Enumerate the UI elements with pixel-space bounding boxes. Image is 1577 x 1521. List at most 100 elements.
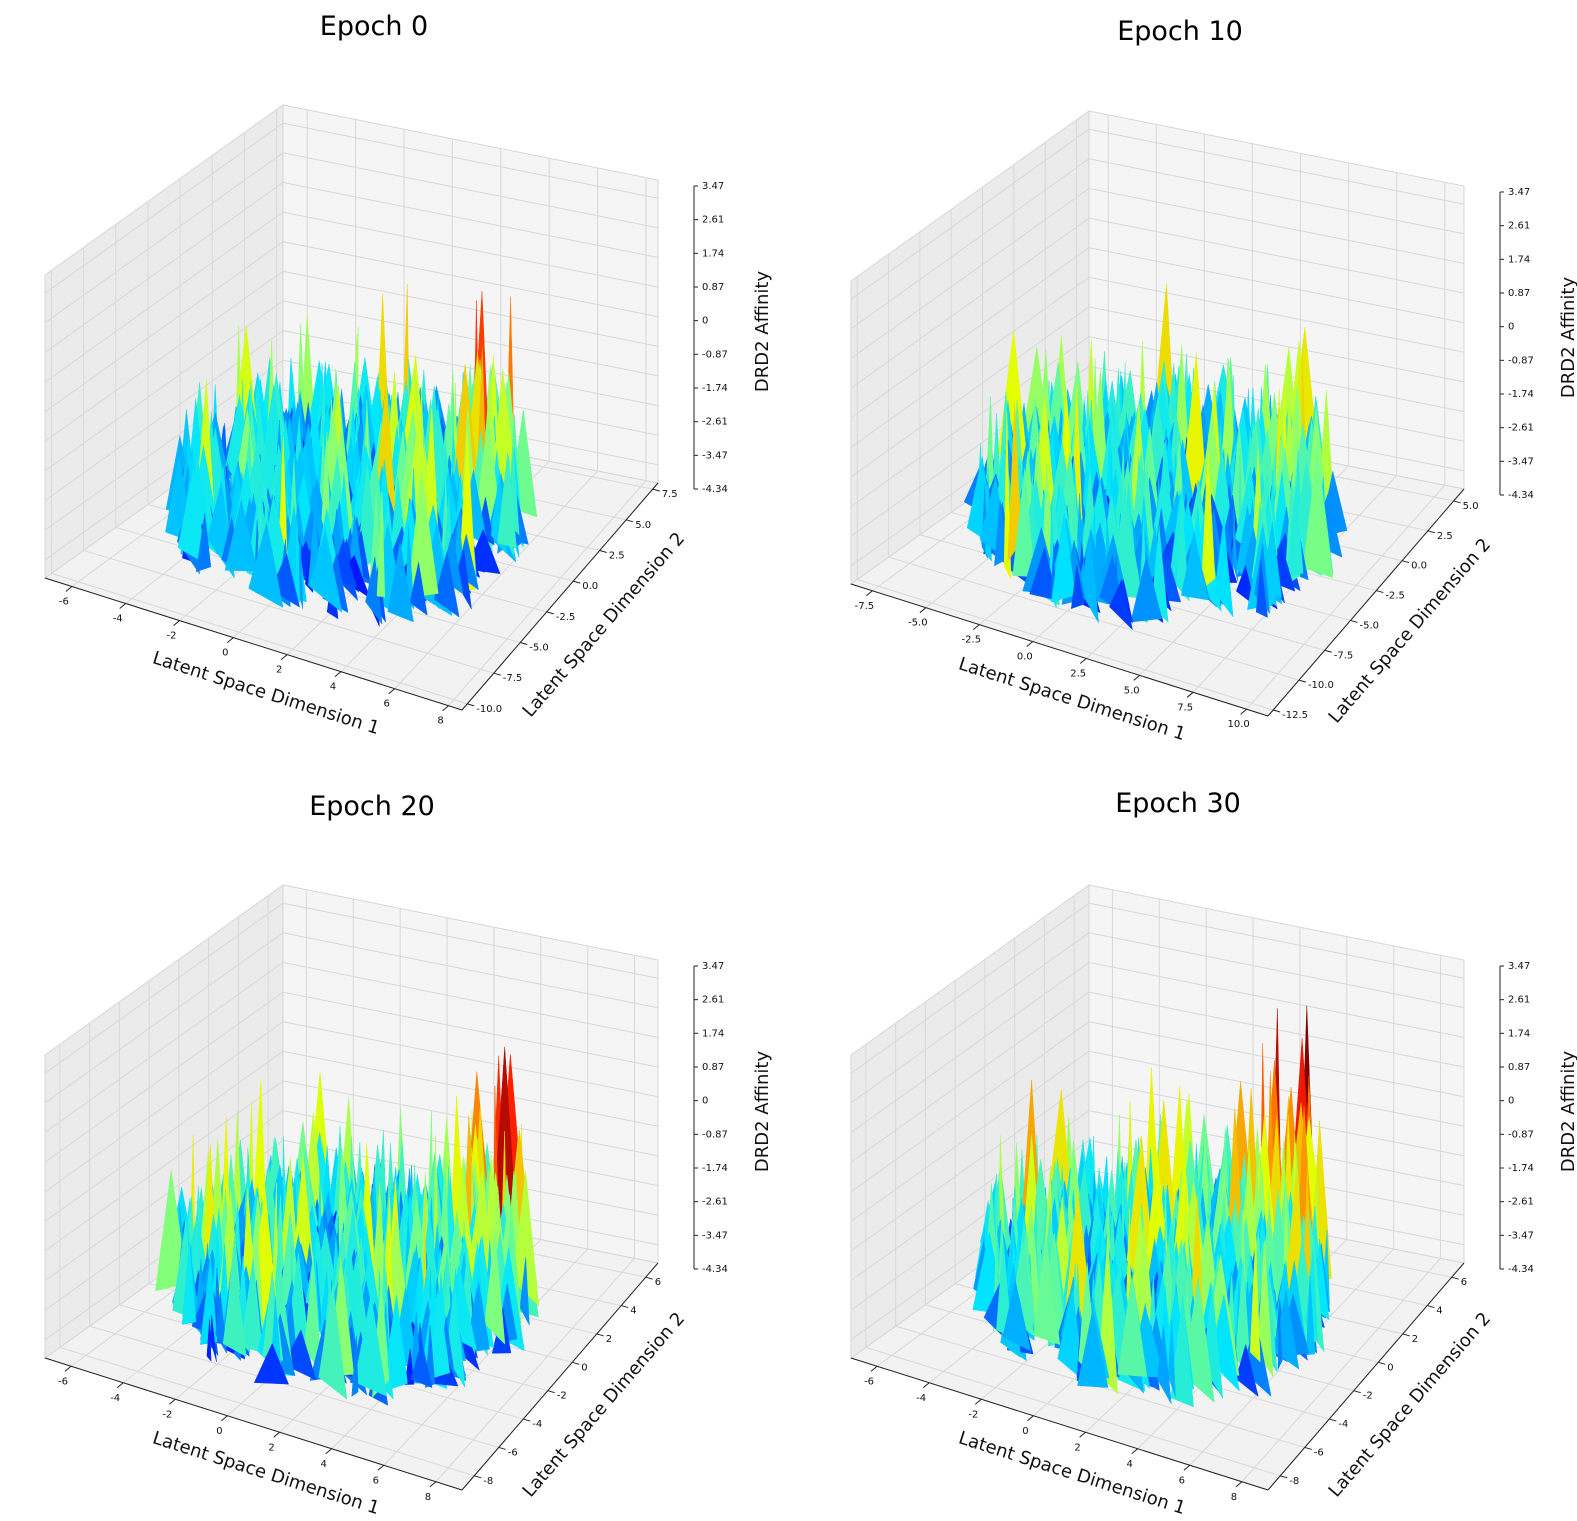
surface-facet [433, 551, 460, 618]
affinity-surface [155, 1046, 540, 1406]
surface-facet [309, 529, 343, 613]
z-tick-label: 3.47 [702, 181, 724, 192]
panel-title: Epoch 30 [1115, 788, 1241, 819]
y-tick-label: -12.5 [1282, 710, 1308, 721]
y-tick-label: -2 [557, 1391, 567, 1402]
z-tick-label: -2.61 [1508, 423, 1534, 434]
surface-facet [1235, 1343, 1259, 1398]
y-tick-label: 0.0 [582, 581, 598, 592]
z-tick-label: -4.34 [1508, 490, 1534, 501]
y-tick-label: 2 [606, 1334, 612, 1345]
y-tick-label: -10.0 [1308, 680, 1334, 691]
surface-facet [409, 562, 428, 616]
y-tick-label: -4 [1338, 1419, 1348, 1430]
surface-facet [1181, 532, 1209, 601]
z-tick-label: -0.87 [702, 349, 728, 360]
panel-title: Epoch 0 [320, 11, 428, 42]
panel-title: Epoch 20 [309, 791, 435, 822]
surface-facet [1232, 509, 1239, 582]
surface-facet [222, 1255, 247, 1358]
x-tick-label: 2 [276, 665, 282, 676]
surface-facet [1286, 486, 1304, 578]
z-tick-label: -2.61 [1508, 1197, 1534, 1208]
surface-facet [1306, 1275, 1316, 1356]
y-tick-label: -6 [1314, 1447, 1324, 1458]
surface-facet [1050, 513, 1076, 603]
surface-facet [497, 453, 517, 548]
surface-facet [224, 499, 258, 572]
z-tick-label: 2.61 [1508, 995, 1530, 1006]
x-tick-label: 2 [268, 1442, 274, 1453]
y-tick-label: 2.5 [1437, 531, 1453, 542]
z-tick-label: 0 [702, 316, 708, 327]
surface-facet [195, 513, 212, 573]
z-tick-label: 0.87 [702, 282, 724, 293]
z-tick-label: -2.61 [702, 1197, 728, 1208]
z-tick-label: 0 [702, 1096, 708, 1107]
y-tick-label: 0.0 [1411, 561, 1427, 572]
surface-facet [410, 1340, 433, 1389]
surface-facet [240, 1258, 263, 1353]
surface-facet [1167, 1319, 1176, 1397]
y-tick-label: 6 [1461, 1277, 1467, 1288]
z-tick-label: -1.74 [702, 1163, 728, 1174]
surface-facet [248, 522, 284, 608]
x-tick-label: -2.5 [962, 635, 982, 646]
x-tick-label: -6 [58, 1376, 68, 1387]
surface-facet [1109, 579, 1133, 631]
y-tick-label: 2.5 [609, 550, 625, 561]
z-tick-label: -3.47 [1508, 456, 1534, 467]
z-tick-label: 3.47 [702, 961, 724, 972]
surface-facet [1170, 1295, 1194, 1408]
z-tick-label: -0.87 [1508, 1129, 1534, 1140]
y-tick-label: -2.5 [1385, 591, 1405, 602]
x-tick-label: 0 [222, 648, 228, 659]
z-axis-label: DRD2 Affinity [1558, 277, 1577, 399]
panel-title: Epoch 10 [1117, 16, 1243, 47]
surface-facet [1130, 557, 1163, 623]
x-tick-label: 2.5 [1070, 668, 1086, 679]
z-tick-label: -4.34 [702, 1264, 728, 1275]
z-axis-label: DRD2 Affinity [752, 1051, 773, 1173]
y-tick-label: -6 [508, 1447, 518, 1458]
panel-epoch-20: Epoch 20 -6 -4 -2 0 2 4 6 8 -8 -6 -4 -2 0 2 4 6 -4.34 -3.4… [43, 791, 773, 1519]
x-tick-label: 6 [1179, 1475, 1185, 1486]
z-tick-label: 2.61 [702, 995, 724, 1006]
surface-facet [1240, 1322, 1272, 1397]
x-tick-label: -2 [167, 631, 177, 642]
surface-facet [351, 1335, 359, 1397]
affinity-surface [972, 1005, 1332, 1408]
y-tick-label: -4 [532, 1419, 542, 1430]
surface-facet [1012, 468, 1035, 578]
y-tick-label: -8 [483, 1476, 493, 1487]
y-tick-label: 0 [581, 1362, 587, 1373]
x-tick-label: -2 [162, 1409, 172, 1420]
x-tick-label: -6 [864, 1376, 874, 1387]
x-tick-label: -2 [968, 1409, 978, 1420]
z-tick-label: 2.61 [1508, 221, 1530, 232]
panel-epoch-10: Epoch 10 -7.5 -5.0 -2.5 0.0 2.5 5.0 7.5 10.0 -12.… [849, 16, 1577, 745]
y-tick-label: 7.5 [662, 489, 678, 500]
x-tick-label: 8 [1231, 1492, 1237, 1503]
x-tick-label: 7.5 [1177, 702, 1193, 713]
z-tick-label: 0.87 [702, 1062, 724, 1073]
surface-facet [1249, 1236, 1261, 1363]
surface-facet [181, 1242, 197, 1325]
surface-facet [298, 531, 304, 610]
y-tick-label: -2.5 [556, 612, 576, 623]
x-tick-label: 6 [384, 699, 390, 710]
z-tick-label: -3.47 [702, 1230, 728, 1241]
y-tick-label: -5.0 [529, 643, 549, 654]
x-tick-label: 2 [1074, 1442, 1080, 1453]
surface-facet [177, 469, 207, 565]
z-tick-label: 0.87 [1508, 288, 1530, 299]
y-tick-label: 5.0 [635, 520, 651, 531]
y-tick-label: -7.5 [1334, 650, 1354, 661]
x-tick-label: 0 [1022, 1426, 1028, 1437]
x-tick-label: 4 [321, 1459, 327, 1470]
surface-facet [484, 1230, 506, 1345]
x-tick-label: 10.0 [1227, 719, 1249, 730]
surface-facet [210, 1314, 217, 1362]
z-tick-label: 0 [1508, 1096, 1514, 1107]
